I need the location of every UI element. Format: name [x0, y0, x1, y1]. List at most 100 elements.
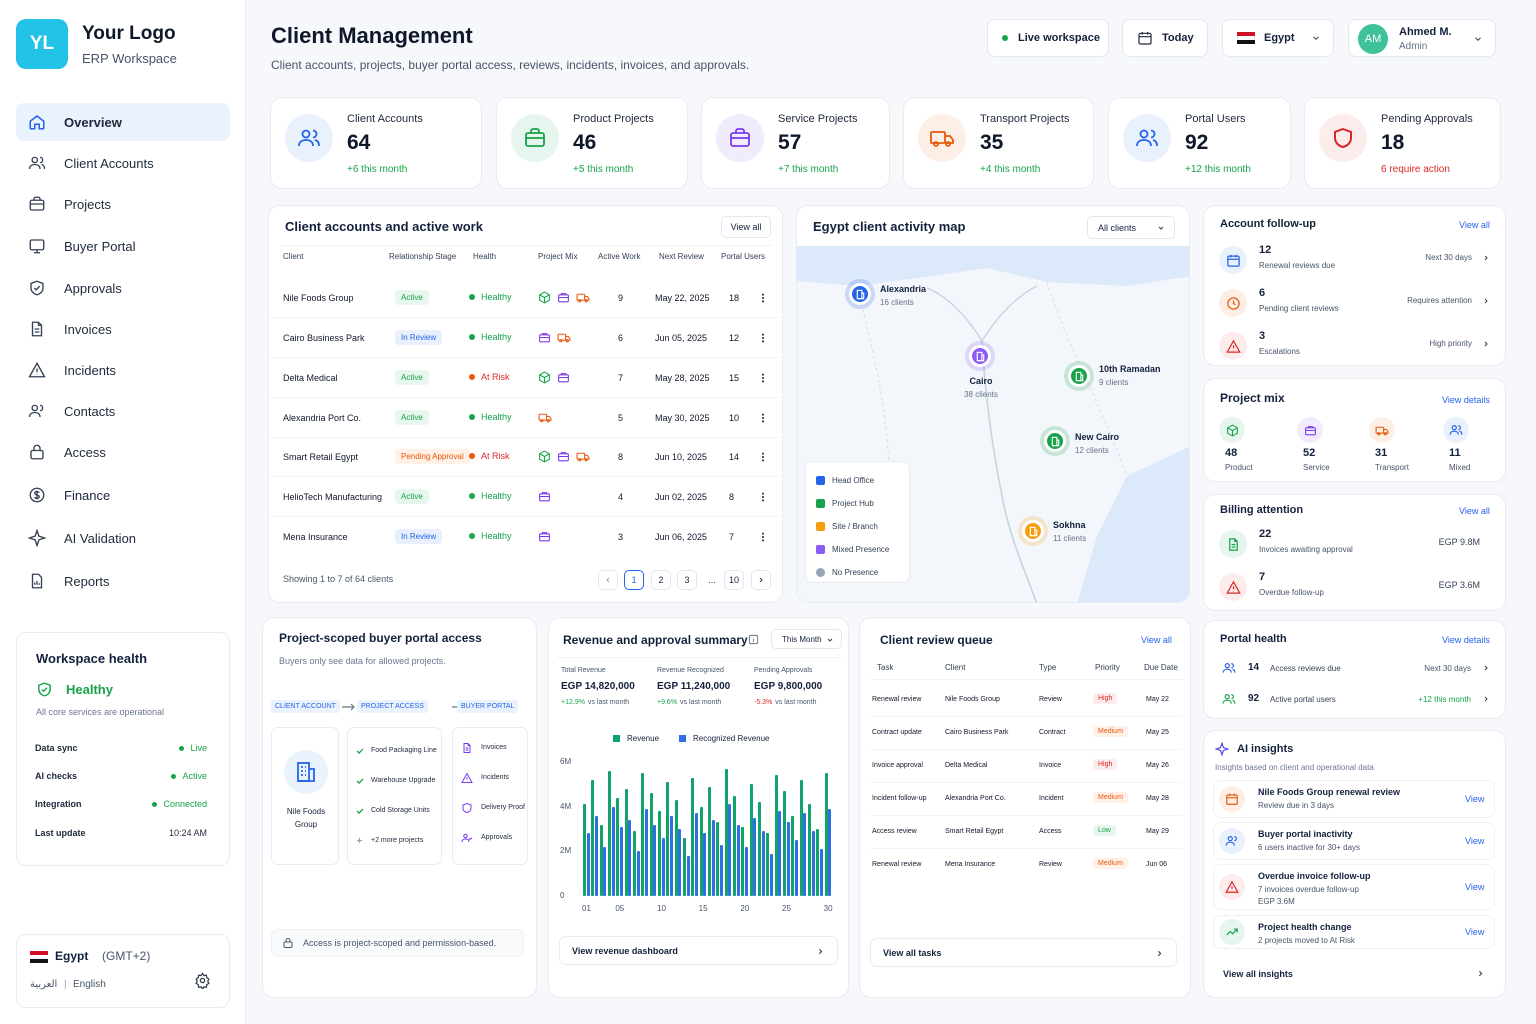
workspace-chip[interactable]: Live workspace [987, 19, 1109, 57]
lang-ar[interactable]: العربية [30, 979, 58, 990]
row-menu-icon[interactable] [761, 413, 765, 423]
table-row[interactable] [270, 400, 781, 438]
queue-row[interactable] [869, 719, 1181, 750]
table-row[interactable] [270, 360, 781, 398]
date-picker[interactable]: Today [1122, 19, 1208, 57]
nav-buyer-portal[interactable]: Buyer Portal [16, 227, 230, 265]
legend-label: Revenue [627, 734, 660, 743]
recognized-bar [761, 831, 765, 896]
workspace-label: Live workspace [1018, 32, 1100, 44]
nav-ai-validation[interactable]: AI Validation [16, 519, 230, 557]
nav-projects[interactable]: Projects [16, 185, 230, 223]
insight-view-link[interactable]: View [1465, 794, 1485, 804]
client-name[interactable]: Mena Insurance [283, 532, 348, 542]
table-row[interactable] [270, 479, 781, 517]
priority-badge: High [1093, 759, 1118, 770]
view-all-insights-button[interactable]: View all insights [1213, 960, 1495, 987]
map-pin-icon[interactable] [1022, 520, 1044, 542]
revenue-dashboard-link[interactable]: View revenue dashboard [559, 936, 838, 965]
page-button[interactable]: 10 [724, 570, 744, 590]
billing-amount: EGP 9.8M [1438, 537, 1480, 547]
chevron-right-icon[interactable] [1482, 695, 1490, 703]
table-row[interactable] [270, 280, 781, 318]
map-pin-icon[interactable] [1044, 430, 1066, 452]
stage-badge: Active [395, 290, 429, 305]
row-menu-icon[interactable] [761, 532, 765, 542]
health-text: At Risk [481, 372, 510, 382]
nav-client-accounts[interactable]: Client Accounts [16, 144, 230, 182]
lang-en[interactable]: English [73, 979, 106, 990]
client-name[interactable]: Nile Foods Group [283, 293, 354, 303]
queue-row[interactable] [869, 686, 1181, 717]
insight-item[interactable] [1213, 822, 1495, 860]
insight-view-link[interactable]: View [1465, 927, 1485, 937]
page-button[interactable]: 1 [624, 570, 644, 590]
kpi-transport-projects[interactable]: Transport Projects 35 +4 this month [903, 97, 1094, 189]
clients-view-all-button[interactable]: View all [721, 216, 771, 238]
nav-reports[interactable]: Reports [16, 562, 230, 600]
nav-incidents[interactable]: Incidents [16, 351, 230, 389]
view-all-tasks-button[interactable]: View all tasks [870, 938, 1177, 967]
revenue-bar [666, 782, 670, 896]
row-menu-icon[interactable] [761, 492, 765, 502]
row-menu-icon[interactable] [761, 293, 765, 303]
recognized-bar [586, 833, 590, 896]
queue-row[interactable] [869, 752, 1181, 783]
client-name[interactable]: Delta Medical [283, 373, 338, 383]
user-menu[interactable]: AM Ahmed M. Admin [1348, 19, 1496, 57]
nav-contacts[interactable]: Contacts [16, 392, 230, 430]
nav-access[interactable]: Access [16, 433, 230, 471]
followup-label: Escalations [1259, 347, 1300, 356]
queue-task: Contract update [872, 729, 922, 736]
map-pin-icon[interactable] [969, 345, 991, 367]
kpi-client-accounts[interactable]: Client Accounts 64 +6 this month [270, 97, 482, 189]
client-name[interactable]: Alexandria Port Co. [283, 413, 362, 423]
table-row[interactable] [270, 320, 781, 358]
queue-row[interactable] [869, 818, 1181, 849]
portal-health-view-link[interactable]: View details [1442, 635, 1490, 645]
client-name[interactable]: HelioTech Manufacturing [283, 492, 383, 502]
nav-overview[interactable]: Overview [16, 103, 230, 141]
page-next-button[interactable] [751, 570, 771, 590]
insight-view-link[interactable]: View [1465, 836, 1485, 846]
insight-item[interactable] [1213, 780, 1495, 818]
insight-item[interactable] [1213, 915, 1495, 949]
live-dot [1002, 35, 1008, 41]
kpi-product-projects[interactable]: Product Projects 46 +5 this month [496, 97, 688, 189]
ai-insights-title: AI insights [1237, 743, 1294, 755]
row-menu-icon[interactable] [761, 452, 765, 462]
client-name[interactable]: Smart Retail Egypt [283, 452, 359, 462]
row-menu-icon[interactable] [761, 373, 765, 383]
page-prev-button[interactable] [598, 570, 618, 590]
page-button[interactable]: 3 [677, 570, 697, 590]
kpi-service-projects[interactable]: Service Projects 57 +7 this month [701, 97, 890, 189]
nav-invoices[interactable]: Invoices [16, 310, 230, 348]
kpi-value: 46 [573, 131, 597, 154]
followup-view-all-link[interactable]: View all [1459, 220, 1490, 230]
review-view-all-link[interactable]: View all [1141, 635, 1172, 645]
briefcase-icon [557, 371, 570, 384]
country-select[interactable]: Egypt [1222, 19, 1334, 57]
map-filter-select[interactable]: All clients [1087, 216, 1175, 239]
insight-item[interactable] [1213, 864, 1495, 910]
gear-icon[interactable] [194, 972, 211, 989]
map-pin-icon[interactable] [849, 283, 871, 305]
kpi-pending-approvals[interactable]: Pending Approvals 18 6 require action [1304, 97, 1501, 189]
map-pin-icon[interactable] [1068, 365, 1090, 387]
billing-view-all-link[interactable]: View all [1459, 506, 1490, 516]
table-row[interactable] [270, 439, 781, 477]
client-name[interactable]: Cairo Business Park [283, 333, 365, 343]
recognized-bar [636, 851, 640, 896]
nav-finance[interactable]: Finance [16, 476, 230, 514]
queue-due: May 25 [1146, 729, 1169, 736]
lock-icon [282, 937, 294, 949]
period-select[interactable]: This Month [771, 629, 842, 649]
kpi-portal-users[interactable]: Portal Users 92 +12 this month [1108, 97, 1291, 189]
chevron-right-icon[interactable] [1482, 664, 1490, 672]
queue-row[interactable] [869, 785, 1181, 816]
insight-view-link[interactable]: View [1465, 882, 1485, 892]
row-menu-icon[interactable] [761, 333, 765, 343]
project-mix-view-link[interactable]: View details [1442, 395, 1490, 405]
page-button[interactable]: 2 [651, 570, 671, 590]
nav-approvals[interactable]: Approvals [16, 269, 230, 307]
